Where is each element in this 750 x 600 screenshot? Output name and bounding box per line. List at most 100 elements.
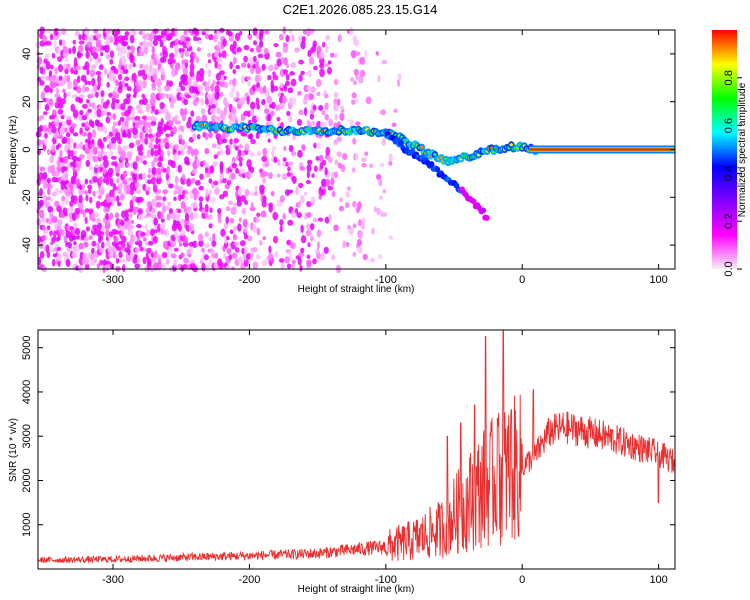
spectrogram-cell-789 (139, 246, 144, 252)
spectrogram-cell-1532 (250, 138, 256, 145)
branch-mark-328 (409, 148, 416, 155)
spectrogram-cell-1809 (317, 217, 324, 222)
spectrogram-cell-721 (126, 45, 131, 50)
spectrogram-cell-1719 (299, 264, 303, 272)
spectrogram-cell-580 (110, 155, 117, 160)
spectrogram-cell-125 (50, 81, 57, 89)
spectrogram-cell-690 (124, 82, 129, 88)
branch-mark-360 (470, 198, 477, 205)
spectrogram-cell-80 (46, 98, 50, 105)
snr-x-tick-label-3: 0 (519, 574, 525, 586)
spectrogram-cell-1687 (285, 63, 290, 69)
spectrogram-cell-1605 (263, 47, 269, 55)
spectrogram-cell-38 (39, 80, 45, 86)
spectrogram-cell-1829 (321, 109, 326, 116)
spectrogram-cell-1554 (256, 227, 261, 236)
spectrogram-cell-1851 (326, 66, 333, 75)
spectrogram-cell-377 (84, 61, 90, 71)
spectrogram-cell-1195 (192, 201, 198, 209)
spectrogram-cell-181 (56, 56, 63, 63)
spectrogram-cell-453 (97, 222, 102, 230)
spectrogram-cell-1931 (363, 49, 368, 59)
spectrogram-cell-108 (51, 258, 56, 267)
snr-x-label: Height of straight line (km) (298, 584, 415, 595)
spectrogram-cell-53 (42, 183, 49, 189)
spectrogram-cell-1285 (208, 131, 213, 139)
spectrogram-cell-94 (47, 184, 53, 190)
spectrogram-cell-93 (49, 197, 54, 203)
spectrogram-cell-1213 (195, 190, 200, 198)
spectrogram-y-label: Frequency (Hz) (8, 116, 19, 185)
spectrogram-cell-696 (124, 31, 130, 36)
spectrogram-cell-371 (85, 121, 90, 130)
spectrogram-cell-967 (160, 118, 164, 127)
spectrogram-cell-1757 (306, 223, 311, 231)
spectrogram-cell-1873 (336, 136, 343, 143)
spectrogram-cell-1650 (278, 258, 285, 263)
spectrogram-cell-1205 (192, 93, 197, 100)
spectrogram-cell-1345 (216, 91, 220, 98)
spectrogram-cell-742 (130, 45, 136, 54)
spectrogram-cell-1755 (307, 242, 311, 248)
snr-line (37, 329, 676, 564)
spectrogram-cell-1175 (190, 211, 194, 221)
spectrogram-cell-942 (155, 167, 162, 176)
spectrogram-cell-1076 (174, 44, 179, 54)
spectrogram-cell-1428 (232, 225, 238, 232)
spectrogram-cell-221 (62, 136, 68, 144)
spectrogram-cell-395 (87, 131, 92, 140)
spectrogram-cell-1311 (210, 83, 215, 92)
spectrogram-cell-1050 (172, 126, 177, 135)
spectrogram-cell-152 (54, 66, 59, 75)
spectrogram-cell-1350 (218, 52, 222, 58)
spectrogram-cell-937 (156, 201, 162, 208)
spectrogram-cell-1467 (237, 187, 243, 196)
spectrogram-cell-68 (46, 251, 51, 259)
spectrogram-cell-1819 (319, 68, 325, 78)
spectrogram-cell-908 (152, 235, 158, 244)
spectrogram-cell-104 (48, 73, 53, 82)
spectrogram-cell-317 (74, 30, 80, 37)
spectrogram-cell-1088 (177, 164, 183, 174)
spectrogram-cell-1625 (269, 110, 275, 117)
spectrogram-cell-1748 (303, 97, 308, 105)
spectrogram-cell-1701 (289, 71, 295, 76)
spectrogram-cell-1880 (339, 112, 345, 121)
spectrogram-cell-1329 (213, 50, 218, 59)
spectrogram-cell-471 (97, 74, 102, 84)
spectrogram-cell-801 (139, 125, 143, 132)
spectrogram-cell-1556 (256, 212, 261, 218)
spectrogram-cell-1346 (216, 80, 221, 86)
spectrogram-cell-729 (129, 199, 134, 209)
spectrogram-cell-1380 (222, 178, 227, 184)
spectrogram-cell-1717 (295, 186, 299, 196)
spectrogram-cell-1903 (351, 92, 357, 99)
colorbar-tick-label-1: 0.2 (723, 214, 735, 229)
spectrogram-cell-647 (121, 246, 126, 252)
spectrogram-cell-1167 (185, 37, 191, 42)
spectrogram-cell-55 (42, 171, 48, 180)
spectrogram-cell-1233 (198, 196, 204, 202)
spectrogram-cell-1921 (358, 75, 364, 84)
spectrogram-cell-1378 (224, 222, 228, 230)
spectrogram-cell-293 (72, 78, 78, 88)
spectrogram-cell-586 (112, 112, 117, 121)
spectrogram-cell-698 (127, 247, 131, 256)
spectrogram-cell-1453 (235, 145, 239, 151)
spectrogram-cell-386 (88, 196, 93, 204)
spectrogram-cell-1368 (220, 73, 226, 83)
spectrogram-cell-910 (153, 223, 158, 231)
spectrogram-cell-425 (91, 64, 97, 70)
spectrogram-cell-217 (64, 172, 69, 181)
spectrogram-cell-1512 (247, 235, 253, 242)
spectrogram-cell-287 (72, 132, 79, 137)
spectrogram-cell-1943 (378, 195, 383, 201)
spectrogram-cell-680 (123, 170, 128, 178)
spectrogram-cell-1160 (187, 116, 192, 123)
spectrogram-cell-50 (42, 216, 46, 224)
spectrogram-cell-372 (85, 111, 89, 117)
spectrogram-cell-1553 (255, 254, 261, 260)
spectrogram-cells (35, 26, 402, 274)
snr-y-tick-label-0: 1000 (21, 512, 33, 536)
spectrogram-cell-332 (79, 109, 84, 116)
